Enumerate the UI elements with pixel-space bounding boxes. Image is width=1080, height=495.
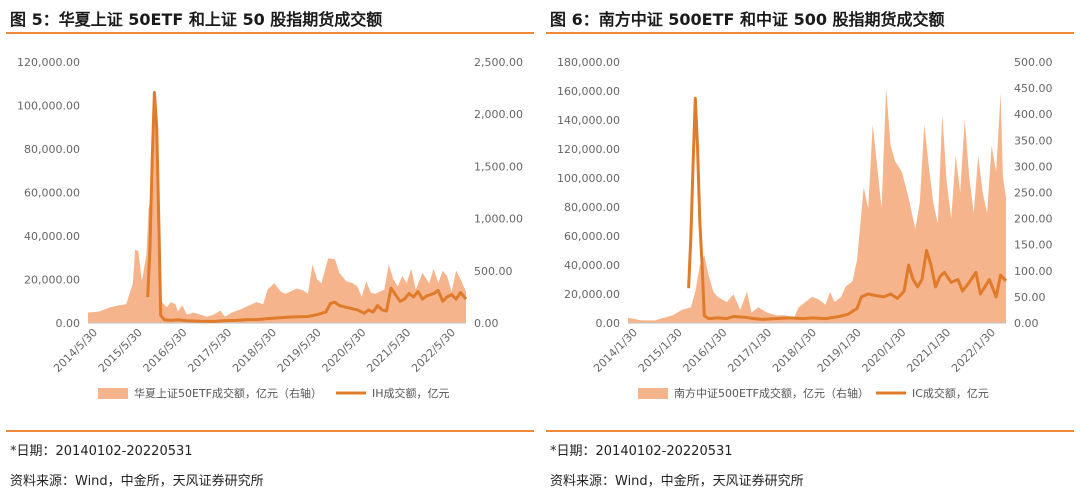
area-series-etf-turnover <box>628 88 1006 323</box>
x-axis-tick-label: 2014/1/30 <box>591 326 640 375</box>
legend-line-label: IH成交额，亿元 <box>372 386 450 400</box>
right-axis-tick-label: 150.00 <box>1014 239 1053 252</box>
left-axis-tick-label: 60,000.00 <box>564 230 620 243</box>
figure-panel-6: 图 6：南方中证 500ETF 和中证 500 股指期货成交额 0.00 20,0… <box>546 0 1074 495</box>
left-axis-tick-label: 40,000.00 <box>24 230 80 243</box>
left-axis-tick-label: 20,000.00 <box>564 288 620 301</box>
figure-panel-5: 图 5：华夏上证 50ETF 和上证 50 股指期货成交额 0.00 20,000… <box>6 0 534 495</box>
left-axis-tick-label: 160,000.00 <box>557 85 620 98</box>
x-axis-tick-label: 2017/1/30 <box>725 326 774 375</box>
area-series-etf-turnover <box>88 93 466 323</box>
title-divider <box>546 32 1074 34</box>
x-axis-tick-label: 2019/5/30 <box>275 326 324 375</box>
date-note: *日期：20140102-20220531 <box>10 444 193 459</box>
x-axis-tick-label: 2020/1/30 <box>860 326 909 375</box>
right-axis-tick-label: 1,500.00 <box>474 160 523 173</box>
x-axis-tick-label: 2022/5/30 <box>409 326 458 375</box>
legend-area-label: 南方中证500ETF成交额，亿元（右轴） <box>674 386 869 400</box>
chart-ic-etf: 0.00 20,000.00 40,000.00 60,000.00 80,000.00… <box>557 56 1053 400</box>
legend-area-swatch <box>98 388 128 399</box>
chart-ih-etf: 0.00 20,000.00 40,000.00 60,000.00 80,000.00… <box>17 56 523 400</box>
x-axis-tick-label: 2014/5/30 <box>51 326 100 375</box>
right-axis-tick-label: 2,500.00 <box>474 56 523 69</box>
footer-divider <box>6 430 534 432</box>
right-axis-tick-label: 300.00 <box>1014 160 1053 173</box>
x-axis-tick-label: 2018/5/30 <box>230 326 279 375</box>
legend-area-swatch <box>638 388 668 399</box>
legend-line-label: IC成交额，亿元 <box>912 386 989 400</box>
right-axis-tick-label: 500.00 <box>474 265 513 278</box>
right-axis-tick-label: 2,000.00 <box>474 108 523 121</box>
x-axis-tick-label: 2019/1/30 <box>815 326 864 375</box>
right-axis-tick-label: 1,000.00 <box>474 213 523 226</box>
left-axis-tick-label: 120,000.00 <box>557 143 620 156</box>
line-series-futures-turnover <box>687 96 1008 321</box>
left-axis-tick-label: 60,000.00 <box>24 187 80 200</box>
left-axis-tick-label: 100,000.00 <box>557 172 620 185</box>
figure-title: 图 5：华夏上证 50ETF 和上证 50 股指期货成交额 <box>10 10 383 29</box>
footer-divider <box>546 430 1074 432</box>
right-axis-tick-label: 450.00 <box>1014 82 1053 95</box>
x-axis-tick-label: 2016/5/30 <box>141 326 190 375</box>
x-axis-tick-label: 2015/1/30 <box>636 326 685 375</box>
x-axis-tick-label: 2021/1/30 <box>904 326 953 375</box>
left-axis-tick-label: 140,000.00 <box>557 114 620 127</box>
x-axis-tick-label: 2022/1/30 <box>949 326 998 375</box>
x-axis-tick-label: 2015/5/30 <box>96 326 145 375</box>
right-axis-tick-label: 500.00 <box>1014 56 1053 69</box>
left-axis-tick-label: 0.00 <box>596 317 621 330</box>
left-axis-tick-label: 40,000.00 <box>564 259 620 272</box>
source-note: 资料来源：Wind，中金所，天风证券研究所 <box>10 474 264 489</box>
left-axis-tick-label: 80,000.00 <box>24 143 80 156</box>
right-axis-tick-label: 350.00 <box>1014 134 1053 147</box>
x-axis-tick-label: 2018/1/30 <box>770 326 819 375</box>
right-axis-tick-label: 50.00 <box>1014 291 1046 304</box>
figure-title: 图 6：南方中证 500ETF 和中证 500 股指期货成交额 <box>550 10 945 29</box>
right-axis-tick-label: 400.00 <box>1014 108 1053 121</box>
left-axis-tick-label: 20,000.00 <box>24 274 80 287</box>
right-axis-tick-label: 0.00 <box>1014 317 1039 330</box>
x-axis-tick-label: 2017/5/30 <box>185 326 234 375</box>
left-axis-tick-label: 0.00 <box>56 317 81 330</box>
x-axis-tick-label: 2016/1/30 <box>681 326 730 375</box>
right-axis-tick-label: 200.00 <box>1014 213 1053 226</box>
title-divider <box>6 32 534 34</box>
right-axis-tick-label: 100.00 <box>1014 265 1053 278</box>
left-axis-tick-label: 120,000.00 <box>17 56 80 69</box>
legend-area-label: 华夏上证50ETF成交额，亿元（右轴） <box>134 386 322 400</box>
line-series-futures-turnover <box>146 91 468 323</box>
left-axis-tick-label: 80,000.00 <box>564 201 620 214</box>
x-axis-tick-label: 2020/5/30 <box>320 326 369 375</box>
source-note: 资料来源：Wind，中金所，天风证券研究所 <box>550 474 804 489</box>
left-axis-tick-label: 100,000.00 <box>17 100 80 113</box>
right-axis-tick-label: 0.00 <box>474 317 499 330</box>
x-axis-tick-label: 2021/5/30 <box>364 326 413 375</box>
left-axis-tick-label: 180,000.00 <box>557 56 620 69</box>
right-axis-tick-label: 250.00 <box>1014 187 1053 200</box>
date-note: *日期：20140102-20220531 <box>550 444 733 459</box>
